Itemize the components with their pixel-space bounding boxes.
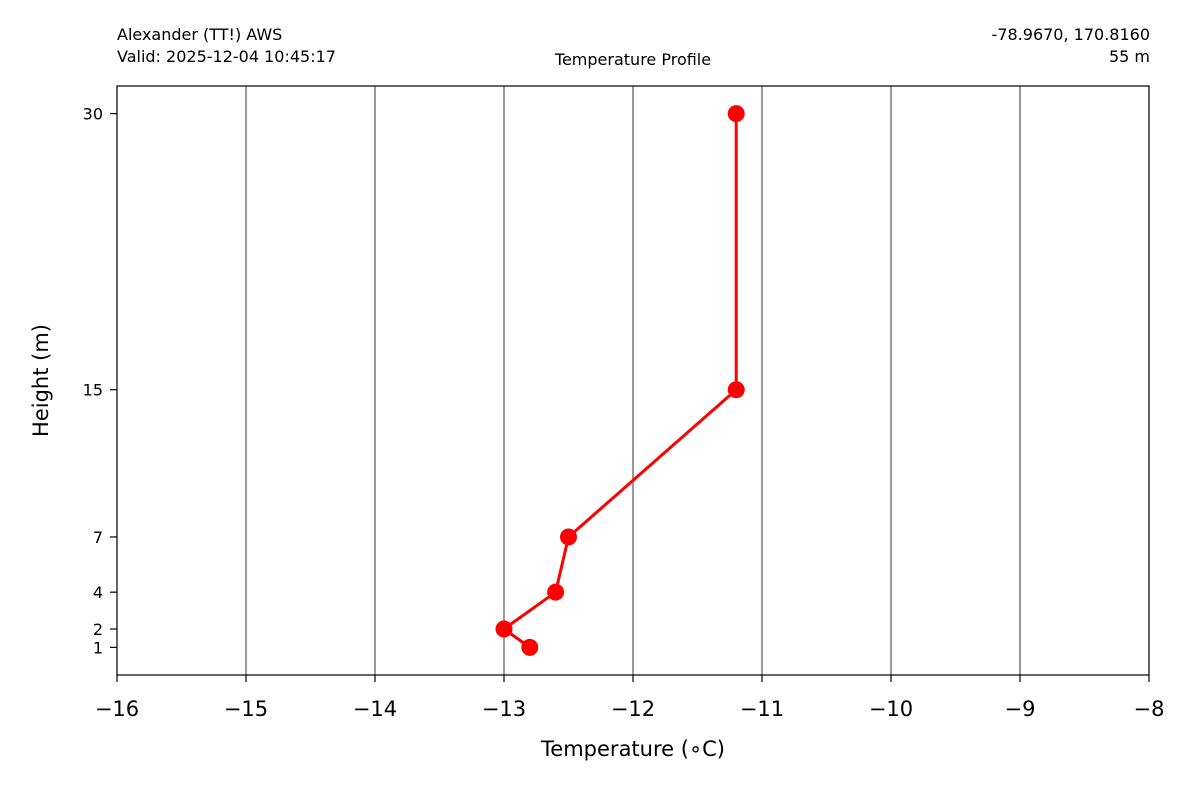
- x-axis-label: Temperature (∘C): [540, 737, 725, 761]
- x-tick-label: −10: [869, 697, 913, 721]
- y-tick-label: 30: [83, 105, 103, 124]
- x-tick-label: −14: [353, 697, 397, 721]
- data-point: [727, 381, 745, 399]
- x-tick-label: −12: [611, 697, 655, 721]
- series-layer: [495, 105, 745, 656]
- data-point: [727, 105, 745, 123]
- y-tick-label: 15: [83, 381, 103, 400]
- valid-time: Valid: 2025-12-04 10:45:17: [117, 47, 336, 66]
- y-axis-label: Height (m): [29, 324, 53, 437]
- y-axis-ticks: 12 4 7 15 30: [83, 105, 117, 657]
- grid-lines: [245, 86, 1021, 675]
- series-line: [502, 113, 738, 649]
- y-tick-label: 2: [93, 620, 103, 639]
- station-coordinates: -78.9670, 170.8160: [991, 25, 1150, 44]
- x-tick-label: −8: [1134, 697, 1165, 721]
- station-elevation: 55 m: [1108, 47, 1150, 66]
- data-point: [547, 583, 565, 601]
- y-tick-label: 7: [93, 528, 103, 547]
- x-tick-label: −13: [482, 697, 526, 721]
- x-tick-label: −9: [1005, 697, 1036, 721]
- x-tick-label: −16: [95, 697, 139, 721]
- header-right: -78.9670, 170.8160 55 m: [992, 24, 1150, 68]
- data-point: [521, 638, 539, 656]
- header-left: Alexander (TT!) AWS Valid: 2025-12-04 10…: [117, 24, 336, 68]
- x-axis-ticks: −16 −15 −14 −13 −12 −11 −10 −9 −8: [95, 675, 1165, 721]
- station-name: Alexander (TT!) AWS: [117, 25, 283, 44]
- y-tick-label: 4: [93, 583, 103, 602]
- y-tick-label: 1: [93, 638, 103, 657]
- x-tick-label: −15: [224, 697, 268, 721]
- data-point: [560, 528, 577, 546]
- chart-title: Temperature Profile: [554, 50, 712, 69]
- x-tick-label: −11: [740, 697, 784, 721]
- data-point: [495, 620, 513, 638]
